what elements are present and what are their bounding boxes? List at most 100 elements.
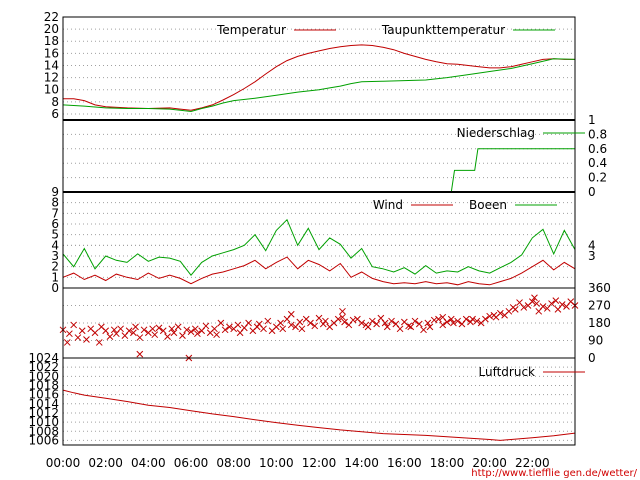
direction-point (170, 329, 178, 337)
y-tick-label-left: 7 (51, 206, 59, 220)
direction-point (396, 325, 404, 333)
y-tick-label-left: 1016 (28, 388, 59, 402)
direction-point (383, 323, 391, 331)
y-tick-label-right: 0.8 (588, 127, 607, 141)
direction-point (245, 319, 252, 327)
direction-point (78, 327, 86, 335)
direction-point (424, 319, 432, 327)
direction-point (136, 334, 144, 341)
panel-frame (62, 357, 576, 446)
y-tick-label-right: 0.4 (588, 156, 607, 170)
y-tick-label-left: 1014 (28, 397, 59, 411)
direction-point (149, 325, 156, 333)
direction-point (511, 306, 519, 313)
y-tick-label-left: 1006 (28, 433, 59, 447)
direction-point (102, 327, 110, 335)
direction-point (447, 315, 455, 323)
direction-point (482, 315, 489, 323)
legend-label: Taupunkttemperatur (381, 23, 505, 37)
direction-point (439, 313, 447, 321)
direction-point (260, 325, 267, 333)
panel-frames (62, 16, 576, 446)
direction-point (287, 321, 295, 329)
direction-point (531, 294, 538, 302)
direction-point (552, 297, 560, 304)
x-axis-tick-labels: 00:00 02:00 04:00 06:00 08:00 10:00 12:00 14:00… (46, 456, 550, 470)
direction-point (315, 314, 323, 322)
direction-point (234, 321, 242, 329)
y-tick-label-left: 8 (51, 95, 59, 109)
y-tick-label-left: 1018 (28, 378, 59, 392)
y-tick-label-left: 6 (51, 217, 59, 231)
direction-point (339, 313, 346, 321)
y-tick-label-left: 12 (44, 71, 59, 85)
direction-point (213, 331, 220, 339)
legend-label: Temperatur (216, 23, 286, 37)
x-tick-label: 16:00 (387, 456, 422, 470)
direction-point (66, 330, 73, 338)
legends: Temperatur Taupunkttemperatur Niederschlag… (216, 23, 585, 379)
direction-point (117, 325, 124, 333)
direction-point (155, 324, 163, 332)
direction-point (411, 317, 419, 325)
direction-point (415, 320, 423, 328)
y-tick-label-left: 16 (44, 46, 59, 60)
direction-point (125, 327, 133, 335)
y-tick-label-left: 18 (44, 34, 59, 48)
direction-point (140, 326, 148, 334)
direction-point (473, 317, 481, 325)
direction-point (467, 318, 474, 326)
direction-point (253, 323, 261, 331)
x-tick-label: 10:00 (259, 456, 294, 470)
y-tick-label-left: 1010 (28, 415, 59, 429)
direction-point (420, 326, 427, 334)
direction-point (298, 325, 306, 333)
direction-point (381, 319, 389, 327)
direction-point (221, 326, 229, 334)
y-tick-label-left: 20 (44, 22, 59, 36)
direction-point (454, 317, 462, 325)
y-tick-label-left: 5 (51, 228, 59, 242)
legend-label: Luftdruck (478, 365, 535, 379)
direction-point (341, 318, 348, 326)
y-tick-label-left: 22 (44, 10, 59, 24)
direction-point (211, 325, 218, 333)
y-tick-label-right: 0.6 (588, 142, 607, 156)
direction-point (307, 319, 314, 327)
y-tick-label-left: 2 (51, 260, 59, 274)
y-tick-label-right: 180 (588, 316, 611, 330)
x-tick-label: 22:00 (515, 456, 550, 470)
direction-point (558, 301, 566, 308)
direction-point (533, 300, 540, 307)
direction-point (264, 317, 272, 325)
x-tick-label: 02:00 (88, 456, 123, 470)
y-tick-label-left: 0 (51, 281, 59, 295)
direction-point (132, 323, 139, 331)
direction-point (74, 334, 82, 341)
direction-point (435, 315, 442, 323)
y-tick-label-right: 270 (588, 299, 611, 313)
series-line-boeen (62, 218, 576, 276)
x-tick-label: 08:00 (216, 456, 251, 470)
direction-point (364, 323, 372, 331)
direction-point (217, 319, 225, 327)
y-tick-label-right: 0 (588, 351, 596, 365)
y-tick-label-right: 4 (588, 238, 596, 252)
y-tick-label-left: 1008 (28, 424, 59, 438)
direction-point (202, 322, 210, 330)
direction-point (426, 323, 434, 331)
series-layer (59, 44, 579, 441)
direction-point (277, 319, 284, 327)
direction-point (168, 325, 176, 333)
direction-point (539, 303, 547, 310)
x-tick-label: 00:00 (46, 456, 81, 470)
y-tick-label-left: 3 (51, 249, 59, 263)
y-tick-label-left: 14 (44, 58, 59, 72)
legend-label: Niederschlag (457, 126, 535, 140)
y-tick-label-left: 1020 (28, 369, 59, 383)
y-tick-label-right: 0 (588, 185, 596, 199)
direction-point (179, 332, 186, 339)
